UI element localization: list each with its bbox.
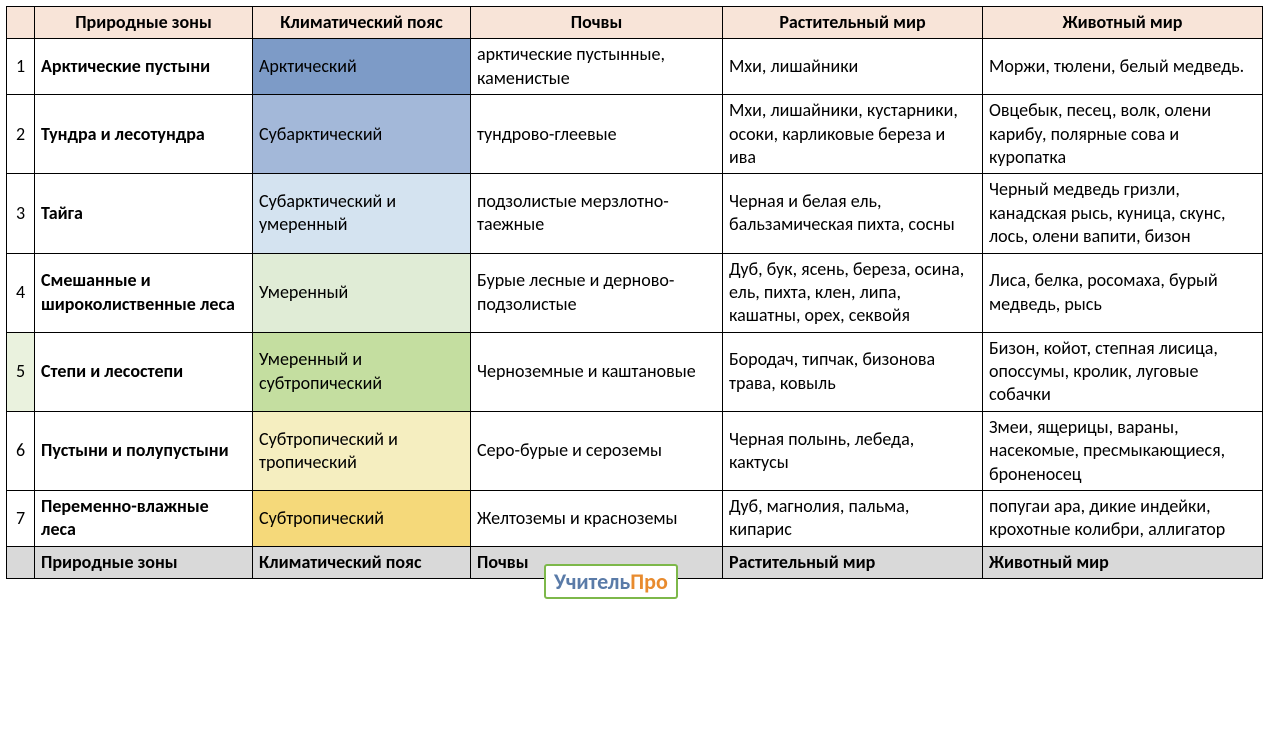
row-soil: подзолистые мерзлотно-таежные xyxy=(471,174,723,253)
footer-zone: Природные зоны xyxy=(35,546,253,578)
row-num: 6 xyxy=(7,411,35,490)
row-num: 4 xyxy=(7,253,35,332)
row-zone: Пустыни и полупустыни xyxy=(35,411,253,490)
row-num: 2 xyxy=(7,95,35,174)
row-zone: Тайга xyxy=(35,174,253,253)
footer-climate: Климатический пояс xyxy=(253,546,471,578)
table-row: 7Переменно-влажные лесаСубтропическийЖел… xyxy=(7,491,1263,547)
row-soil: арктические пустынные, каменистые xyxy=(471,39,723,95)
row-plants: Дуб, бук, ясень, береза, осина, ель, пих… xyxy=(723,253,983,332)
row-zone: Арктические пустыни xyxy=(35,39,253,95)
row-climate: Субтропический и тропический xyxy=(253,411,471,490)
row-num: 3 xyxy=(7,174,35,253)
header-climate: Климатический пояс xyxy=(253,7,471,39)
header-animals: Животный мир xyxy=(983,7,1263,39)
row-soil: Бурые лесные и дерново-подзолистые xyxy=(471,253,723,332)
header-soil: Почвы xyxy=(471,7,723,39)
row-plants: Дуб, магнолия, пальма, кипарис xyxy=(723,491,983,547)
row-animals: Овцебык, песец, волк, олени карибу, поля… xyxy=(983,95,1263,174)
table-row: 5Степи и лесостепиУмеренный и субтропиче… xyxy=(7,332,1263,411)
row-soil: Черноземные и каштановые xyxy=(471,332,723,411)
watermark-part1: Учитель xyxy=(554,568,630,595)
row-plants: Бородач, типчак, бизонова трава, ковыль xyxy=(723,332,983,411)
header-num xyxy=(7,7,35,39)
row-soil: тундрово-глеевые xyxy=(471,95,723,174)
watermark-part2: Про xyxy=(630,568,668,595)
table-row: 6Пустыни и полупустыниСубтропический и т… xyxy=(7,411,1263,490)
row-zone: Переменно-влажные леса xyxy=(35,491,253,547)
row-animals: Змеи, ящерицы, вараны, насекомые, пресмы… xyxy=(983,411,1263,490)
table-row: 3ТайгаСубарктический и умеренныйподзолис… xyxy=(7,174,1263,253)
footer-num xyxy=(7,546,35,578)
row-climate: Умеренный и субтропический xyxy=(253,332,471,411)
header-row: Природные зоны Климатический пояс Почвы … xyxy=(7,7,1263,39)
row-animals: Лиса, белка, росомаха, бурый медведь, ры… xyxy=(983,253,1263,332)
row-plants: Черная полынь, лебеда, кактусы xyxy=(723,411,983,490)
row-animals: Бизон, койот, степная лисица, опоссумы, … xyxy=(983,332,1263,411)
row-animals: попугаи ара, дикие индейки, крохотные ко… xyxy=(983,491,1263,547)
row-zone: Смешанные и широколиственные леса xyxy=(35,253,253,332)
row-climate: Арктический xyxy=(253,39,471,95)
row-climate: Умеренный xyxy=(253,253,471,332)
table-row: 2Тундра и лесотундраСубарктическийтундро… xyxy=(7,95,1263,174)
row-soil: Серо-бурые и сероземы xyxy=(471,411,723,490)
footer-plants: Растительный мир xyxy=(723,546,983,578)
natural-zones-table: Природные зоны Климатический пояс Почвы … xyxy=(6,6,1263,579)
header-zone: Природные зоны xyxy=(35,7,253,39)
row-animals: Черный медведь гризли, канадская рысь, к… xyxy=(983,174,1263,253)
row-zone: Степи и лесостепи xyxy=(35,332,253,411)
row-plants: Мхи, лишайники xyxy=(723,39,983,95)
row-num: 5 xyxy=(7,332,35,411)
row-animals: Моржи, тюлени, белый медведь. xyxy=(983,39,1263,95)
header-plants: Растительный мир xyxy=(723,7,983,39)
table-row: 1Арктические пустыниАрктическийарктическ… xyxy=(7,39,1263,95)
table-row: 4Смешанные и широколиственные лесаУмерен… xyxy=(7,253,1263,332)
footer-animals: Животный мир xyxy=(983,546,1263,578)
row-zone: Тундра и лесотундра xyxy=(35,95,253,174)
row-plants: Мхи, лишайники, кустарники, осоки, карли… xyxy=(723,95,983,174)
row-num: 1 xyxy=(7,39,35,95)
row-num: 7 xyxy=(7,491,35,547)
watermark: УчительПро xyxy=(544,564,678,599)
row-climate: Субарктический и умеренный xyxy=(253,174,471,253)
row-soil: Желтоземы и красноземы xyxy=(471,491,723,547)
row-climate: Субтропический xyxy=(253,491,471,547)
row-climate: Субарктический xyxy=(253,95,471,174)
row-plants: Черная и белая ель, бальзамическая пихта… xyxy=(723,174,983,253)
